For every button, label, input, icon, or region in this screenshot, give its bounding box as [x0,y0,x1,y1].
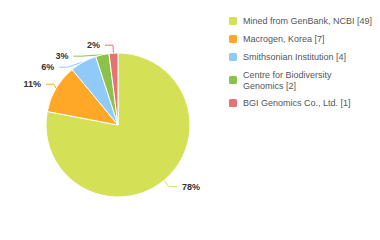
svg-text:Genomics [2]: Genomics [2] [243,81,296,91]
svg-text:2%: 2% [87,40,100,50]
svg-text:Centre for Biodiversity: Centre for Biodiversity [243,70,332,80]
svg-text:6%: 6% [41,62,54,72]
svg-text:3%: 3% [56,51,69,61]
svg-text:Macrogen, Korea [7]: Macrogen, Korea [7] [243,34,325,44]
svg-text:Smithsonian Institution [4]: Smithsonian Institution [4] [243,52,346,62]
svg-text:78%: 78% [182,182,200,192]
svg-text:BGI Genomics Co., Ltd. [1]: BGI Genomics Co., Ltd. [1] [243,98,351,108]
svg-text:Mined from GenBank, NCBI [49]: Mined from GenBank, NCBI [49] [243,16,372,26]
svg-text:11%: 11% [23,79,41,89]
